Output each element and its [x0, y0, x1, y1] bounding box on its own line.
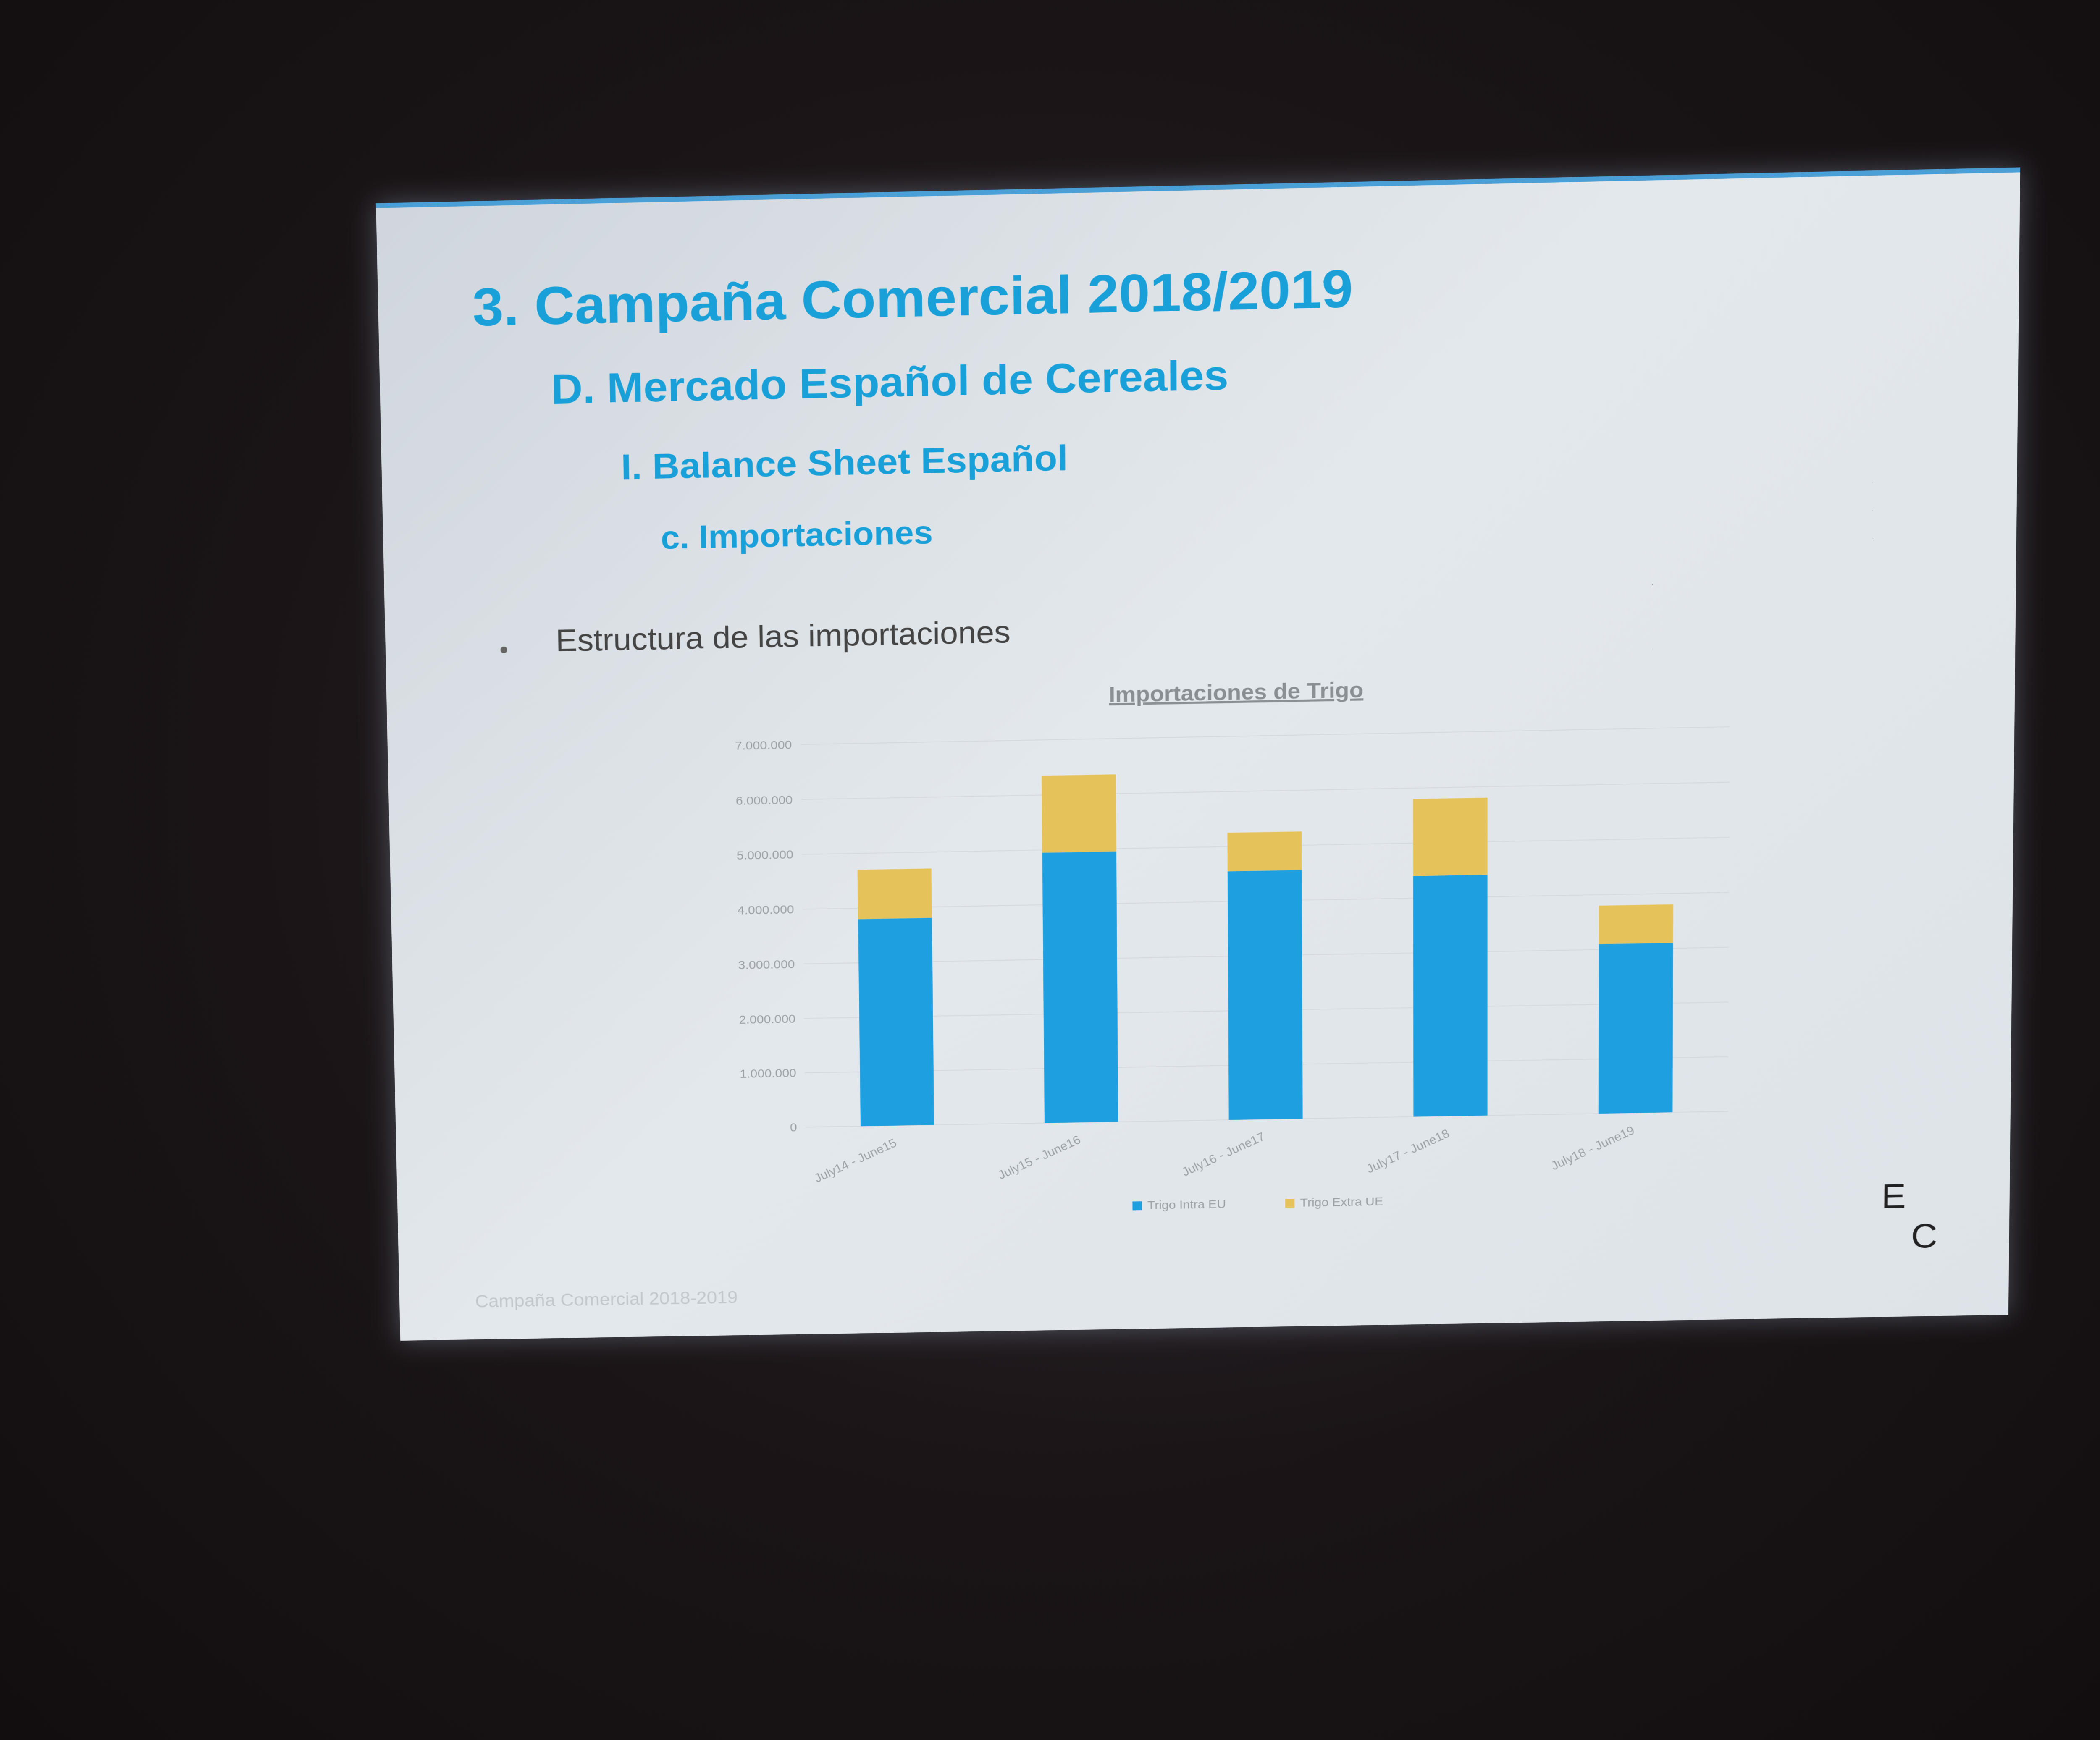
legend-swatch-extra-eu — [1285, 1199, 1294, 1208]
legend-label: Trigo Extra UE — [1300, 1195, 1383, 1210]
slide-footer: Campaña Comercial 2018-2019 — [475, 1288, 738, 1312]
x-tick-label: July17 - June18 — [1364, 1127, 1452, 1176]
x-tick-label: July15 - June16 — [996, 1133, 1083, 1182]
x-tick-label: July14 - June15 — [812, 1136, 899, 1185]
bars — [856, 764, 1674, 1126]
bar-intra-eu — [1042, 852, 1118, 1123]
y-tick-label: 2.000.000 — [739, 1012, 795, 1027]
y-axis: 0 1.000.000 2.000.000 3.000.000 4.000.000 5.0… — [735, 738, 797, 1135]
bar-intra-eu — [858, 918, 934, 1126]
bar-intra-eu — [1599, 943, 1673, 1114]
projected-slide: 3. Campaña Comercial 2018/2019 D. Mercad… — [376, 167, 2020, 1341]
bar-intra-eu — [1413, 875, 1488, 1116]
y-tick-label: 1.000.000 — [740, 1067, 796, 1081]
slide-title: 3. Campaña Comercial 2018/2019 — [472, 257, 1353, 338]
y-tick-label: 5.000.000 — [737, 848, 794, 862]
ec-logo: E C — [1881, 1176, 1950, 1265]
chart-legend: Trigo Intra EU Trigo Extra UE — [1132, 1195, 1383, 1212]
logo-letter-e: E — [1881, 1177, 1906, 1216]
x-tick-label: July16 - June17 — [1180, 1130, 1267, 1179]
bullet-icon — [500, 647, 507, 653]
bar-extra-eu — [1227, 831, 1302, 871]
bullet-text: Estructura de las importaciones — [555, 614, 1011, 659]
logo-letter-c: C — [1911, 1216, 1938, 1256]
legend-label: Trigo Intra EU — [1147, 1198, 1226, 1212]
bar-extra-eu — [1042, 774, 1116, 853]
imports-chart: Importaciones de Trigo 0 1.000.000 2.000.0… — [659, 662, 1903, 1289]
y-tick-label: 0 — [790, 1121, 797, 1135]
y-tick-label: 6.000.000 — [736, 793, 793, 807]
subsection-heading: I. Balance Sheet Español — [621, 437, 1068, 487]
bar-extra-eu — [1413, 798, 1487, 876]
chart-title: Importaciones de Trigo — [1109, 678, 1364, 707]
y-tick-label: 3.000.000 — [738, 958, 795, 972]
topic-heading: c. Importaciones — [660, 514, 933, 557]
bar-intra-eu — [1228, 870, 1303, 1120]
gridline — [801, 782, 1730, 799]
legend-swatch-intra-eu — [1132, 1201, 1142, 1210]
y-tick-label: 4.000.000 — [738, 903, 794, 917]
section-heading: D. Mercado Español de Cereales — [551, 351, 1228, 413]
x-axis: July14 - June15 July15 - June16 July16 - J… — [812, 1124, 1637, 1185]
bar-extra-eu — [858, 868, 932, 919]
bar-extra-eu — [1599, 904, 1673, 944]
x-tick-label: July18 - June19 — [1549, 1124, 1637, 1173]
gridline — [801, 727, 1730, 744]
y-tick-label: 7.000.000 — [735, 738, 792, 752]
